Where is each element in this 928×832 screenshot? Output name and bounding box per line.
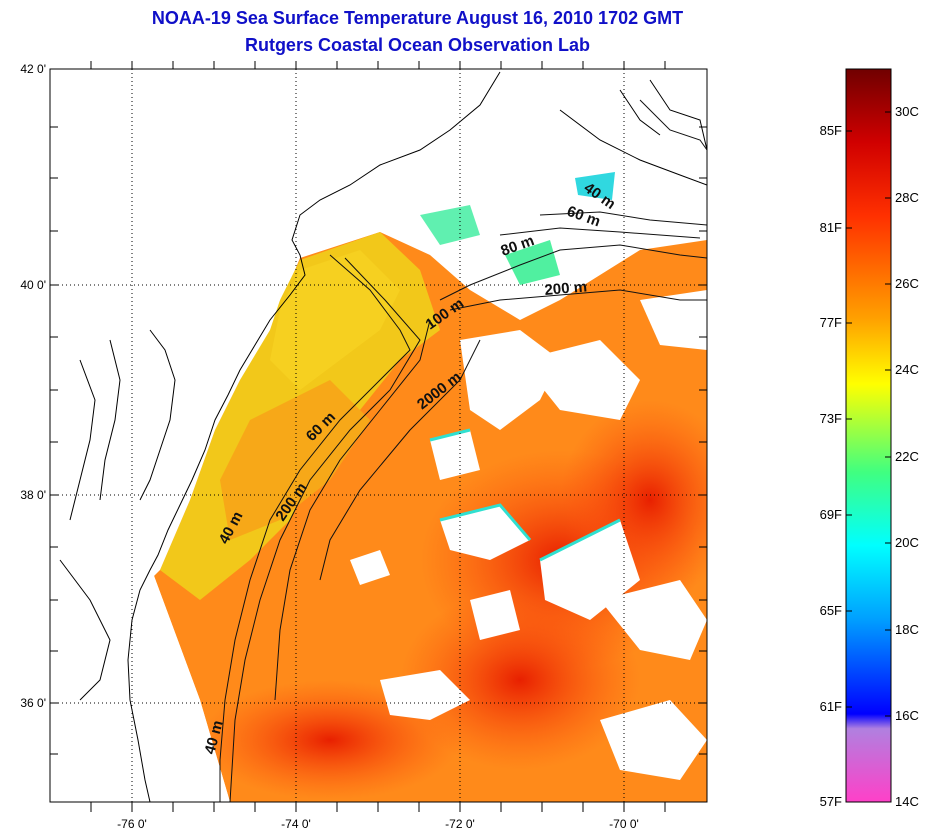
cb-label-65f: 65F bbox=[820, 603, 842, 618]
cb-label-16c: 16C bbox=[895, 708, 919, 723]
cb-label-73f: 73F bbox=[820, 411, 842, 426]
frame-ticks bbox=[50, 61, 707, 812]
lat-label-36: 36 0' bbox=[20, 696, 46, 710]
cb-label-30c: 30C bbox=[895, 104, 919, 119]
colorbar bbox=[845, 68, 892, 803]
coastline bbox=[59, 71, 707, 802]
cb-label-26c: 26C bbox=[895, 276, 919, 291]
cb-label-81f: 81F bbox=[820, 220, 842, 235]
lon-label-74: -74 0' bbox=[281, 817, 311, 831]
lat-label-42: 42 0' bbox=[20, 62, 46, 76]
lat-label-40: 40 0' bbox=[20, 278, 46, 292]
cb-label-28c: 28C bbox=[895, 190, 919, 205]
map-title: NOAA-19 Sea Surface Temperature August 1… bbox=[151, 8, 684, 28]
bathymetry-contours bbox=[219, 99, 707, 802]
colorbar-ticks bbox=[846, 111, 891, 717]
cb-label-22c: 22C bbox=[895, 449, 919, 464]
map-subtitle: Rutgers Coastal Ocean Observation Lab bbox=[244, 35, 591, 55]
lat-label-38: 38 0' bbox=[20, 488, 46, 502]
sst-field bbox=[50, 69, 707, 802]
graticule bbox=[50, 69, 707, 802]
cb-label-77f: 77F bbox=[820, 315, 842, 330]
cb-label-85f: 85F bbox=[820, 123, 842, 138]
cb-label-61f: 61F bbox=[820, 699, 842, 714]
cb-label-20c: 20C bbox=[895, 535, 919, 550]
lon-label-72: -72 0' bbox=[445, 817, 475, 831]
lon-label-76: -76 0' bbox=[117, 817, 147, 831]
contour-label-200m-north: 200 m bbox=[544, 278, 588, 299]
cb-label-18c: 18C bbox=[895, 622, 919, 637]
cb-label-69f: 69F bbox=[820, 507, 842, 522]
lon-label-70: -70 0' bbox=[609, 817, 639, 831]
cb-label-57f: 57F bbox=[820, 794, 842, 809]
cb-label-14c: 14C bbox=[895, 794, 919, 809]
cb-label-24c: 24C bbox=[895, 362, 919, 377]
